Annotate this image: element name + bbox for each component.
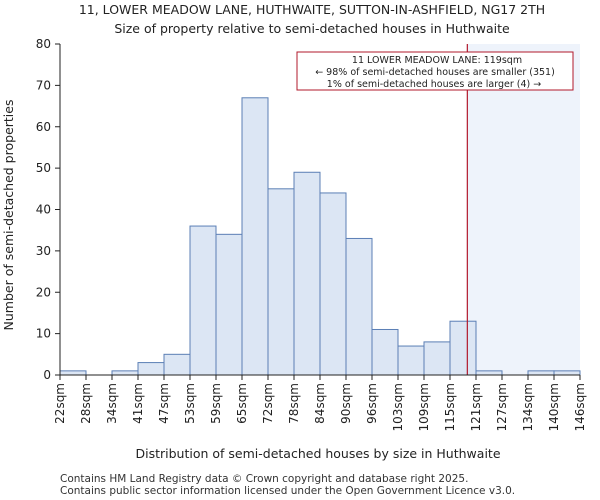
bar-41sqm: [137, 362, 165, 376]
chart-title: 11, LOWER MEADOW LANE, HUTHWAITE, SUTTON…: [79, 2, 545, 17]
bar-140sqm: [553, 370, 581, 376]
y-tick-label: 10: [36, 327, 51, 341]
x-tick-label: 84sqm: [313, 383, 327, 424]
annotation-line-2: ← 98% of semi-detached houses are smalle…: [315, 67, 555, 78]
bar-103sqm: [397, 345, 425, 376]
y-tick-label: 20: [36, 285, 51, 299]
y-tick-label: 80: [36, 37, 51, 51]
bar-72sqm: [267, 188, 295, 376]
x-tick-label: 90sqm: [339, 383, 353, 424]
annotation-line-1: 11 LOWER MEADOW LANE: 119sqm: [352, 55, 522, 66]
bar-84sqm: [319, 192, 347, 376]
y-tick-labels: 0 10 20 30 40 50 60 70 80: [36, 37, 60, 382]
plot-area: 22sqm 28sqm 34sqm 41sqm 47sqm 53sqm 59sqm 65sqm…: [36, 37, 587, 431]
x-tick-label: 41sqm: [131, 383, 145, 424]
x-tick-label: 127sqm: [495, 383, 509, 431]
bar-34sqm: [111, 370, 139, 376]
x-tick-label: 103sqm: [391, 383, 405, 431]
x-tick-label: 115sqm: [443, 383, 457, 431]
x-tick-label: 121sqm: [469, 383, 483, 431]
bar-90sqm: [345, 237, 373, 376]
y-tick-label: 30: [36, 244, 51, 258]
x-tick-label: 22sqm: [53, 383, 67, 424]
y-tick-label: 40: [36, 203, 51, 217]
y-tick-label: 60: [36, 120, 51, 134]
highlight-region: [467, 44, 580, 375]
x-tick-label: 140sqm: [547, 383, 561, 431]
bar-121sqm: [475, 370, 503, 376]
x-tick-label: 65sqm: [235, 383, 249, 424]
annotation-box: 11 LOWER MEADOW LANE: 119sqm ← 98% of se…: [296, 51, 574, 91]
y-tick-label: 50: [36, 161, 51, 175]
bars-group: [59, 97, 581, 376]
chart-subtitle: Size of property relative to semi-detach…: [114, 21, 510, 36]
x-tick-label: 78sqm: [287, 383, 301, 424]
bar-115sqm: [449, 320, 477, 376]
bar-59sqm: [215, 233, 243, 376]
x-tick-label: 28sqm: [79, 383, 93, 424]
x-tick-label: 53sqm: [183, 383, 197, 424]
bar-109sqm: [423, 341, 451, 376]
footer-line-1: Contains HM Land Registry data © Crown c…: [60, 473, 469, 485]
x-axis-label: Distribution of semi-detached houses by …: [135, 446, 500, 461]
x-tick-label: 59sqm: [209, 383, 223, 424]
bar-53sqm: [189, 225, 217, 376]
x-tick-label: 47sqm: [157, 383, 171, 424]
bar-78sqm: [293, 171, 321, 376]
y-tick-label: 70: [36, 78, 51, 92]
bar-47sqm: [163, 353, 191, 376]
x-tick-label: 96sqm: [365, 383, 379, 424]
x-tick-label: 34sqm: [105, 383, 119, 424]
bar-96sqm: [371, 328, 399, 376]
annotation-border: [296, 51, 574, 91]
x-tick-label: 134sqm: [521, 383, 535, 431]
footer-line-2: Contains public sector information licen…: [60, 485, 516, 497]
x-tick-labels: 22sqm 28sqm 34sqm 41sqm 47sqm 53sqm 59sqm 65sqm…: [53, 375, 587, 431]
y-axis-label: Number of semi-detached properties: [1, 100, 16, 331]
bar-65sqm: [241, 97, 269, 376]
bar-134sqm: [527, 370, 555, 376]
histogram-chart: 11, LOWER MEADOW LANE, HUTHWAITE, SUTTON…: [1, 2, 587, 461]
x-tick-label: 146sqm: [573, 383, 587, 431]
y-tick-label: 0: [43, 368, 51, 382]
x-tick-label: 109sqm: [417, 383, 431, 431]
bar-22sqm: [59, 370, 87, 376]
annotation-line-3: 1% of semi-detached houses are larger (4…: [327, 79, 541, 90]
x-tick-label: 72sqm: [261, 383, 275, 424]
